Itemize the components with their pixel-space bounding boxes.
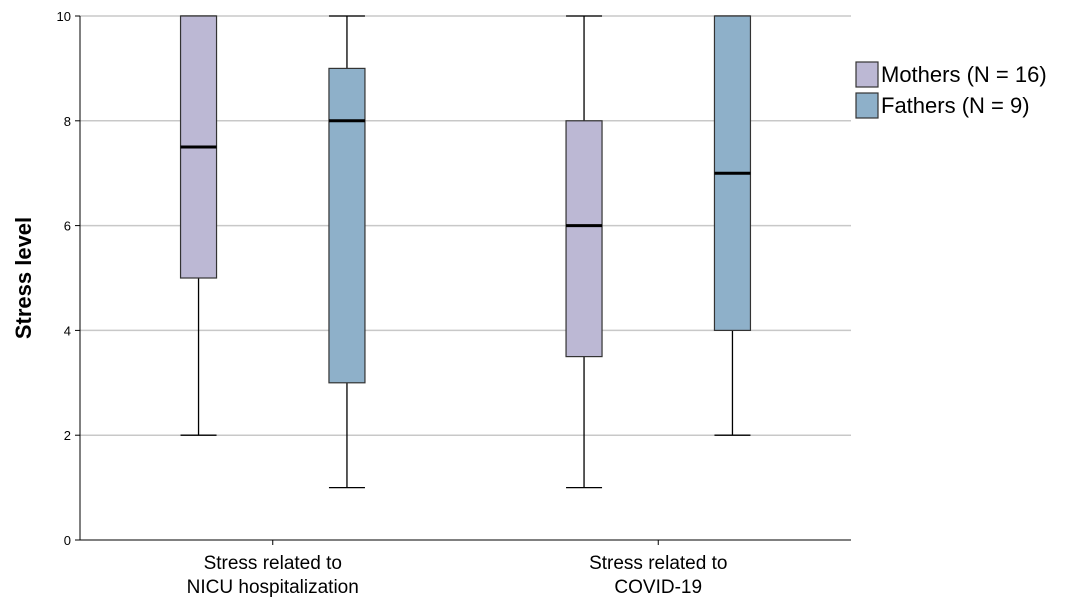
y-tick-label-8: 8 bbox=[64, 114, 71, 129]
iqr-box bbox=[565, 120, 603, 358]
axes bbox=[79, 16, 851, 541]
box-mothers-2 bbox=[565, 15, 603, 489]
y-tick-label-2: 2 bbox=[64, 428, 71, 443]
y-tick-label-6: 6 bbox=[64, 219, 71, 234]
legend-label-1: Mothers (N = 16) bbox=[881, 62, 1047, 87]
category-label-line: NICU hospitalization bbox=[187, 577, 359, 598]
box-mothers-1 bbox=[179, 15, 218, 436]
y-tick-label-4: 4 bbox=[64, 323, 71, 338]
category-labels: Stress related to NICU hospitalizationStr… bbox=[187, 540, 727, 598]
y-tick-labels: 0 2 4 6 8 10 bbox=[57, 9, 80, 548]
category-label-line: Stress related to bbox=[204, 553, 342, 574]
y-tick-label-0: 0 bbox=[64, 533, 71, 548]
legend: Mothers (N = 16) Fathers (N = 9) bbox=[855, 61, 1047, 119]
category-label-2: Stress related to COVID-19 bbox=[589, 553, 727, 598]
category-label-1: Stress related to NICU hospitalization bbox=[187, 553, 359, 598]
legend-label-2: Fathers (N = 9) bbox=[881, 93, 1030, 118]
boxes bbox=[179, 15, 752, 489]
box-fathers-2 bbox=[713, 15, 752, 436]
box-fathers-1 bbox=[328, 15, 366, 489]
category-label-line: COVID-19 bbox=[614, 577, 702, 598]
category-label-line: Stress related to bbox=[589, 553, 727, 574]
legend-swatch-2 bbox=[855, 92, 879, 119]
iqr-box bbox=[328, 67, 366, 384]
y-tick-label-10: 10 bbox=[57, 9, 71, 24]
legend-swatch-1 bbox=[855, 61, 879, 88]
y-axis-label: Stress level bbox=[11, 217, 36, 339]
